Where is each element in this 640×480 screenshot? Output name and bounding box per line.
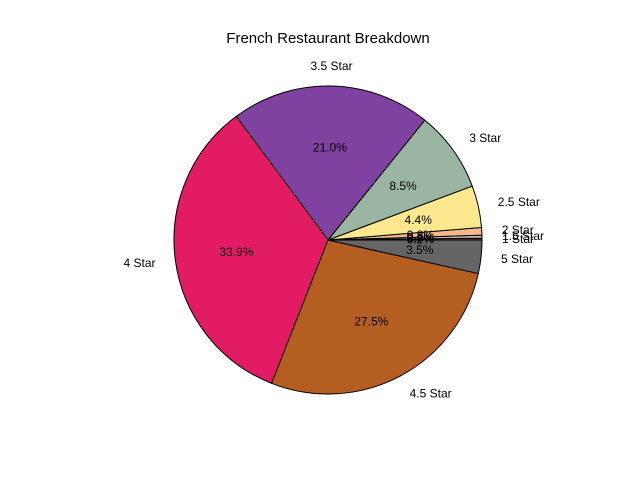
- pie-slices: [173, 85, 483, 395]
- slice-5-star: [327, 239, 483, 275]
- label-3-star: 3 Star: [469, 131, 501, 145]
- pct-5-star: 3.5%: [406, 243, 434, 257]
- label-1-star: 1 Star: [502, 232, 534, 246]
- chart-title: French Restaurant Breakdown: [226, 30, 429, 47]
- pct-3-5-star: 21.0%: [313, 141, 347, 155]
- label-3-5-star: 3.5 Star: [310, 59, 352, 73]
- label-4-star: 4 Star: [123, 256, 155, 270]
- pct-4-star: 33.9%: [219, 245, 253, 259]
- label-1-5-star: 1.5 Star: [502, 229, 544, 243]
- pct-2-star: 0.8%: [407, 228, 435, 242]
- slice-4-5-star: [270, 239, 479, 395]
- label-2-5-star: 2.5 Star: [498, 195, 540, 209]
- label-2-star: 2 Star: [502, 223, 534, 237]
- percent-labels: 0.2%0.3%0.8%4.4% 8.5% 21.0% 33.9% 27.5% 3.5%: [219, 141, 434, 329]
- pct-1-star: 0.2%: [407, 232, 435, 246]
- slice-3-5-star: [235, 85, 426, 241]
- label-5-star: 5 Star: [501, 252, 533, 266]
- pct-4-5-star: 27.5%: [354, 315, 388, 329]
- pct-2-5-star: 4.4%: [405, 213, 433, 227]
- slice-4-star: [173, 115, 329, 384]
- label-4-5-star: 4.5 Star: [410, 387, 452, 401]
- pct-3-star: 8.5%: [389, 179, 417, 193]
- pct-1-5-star: 0.3%: [407, 231, 435, 245]
